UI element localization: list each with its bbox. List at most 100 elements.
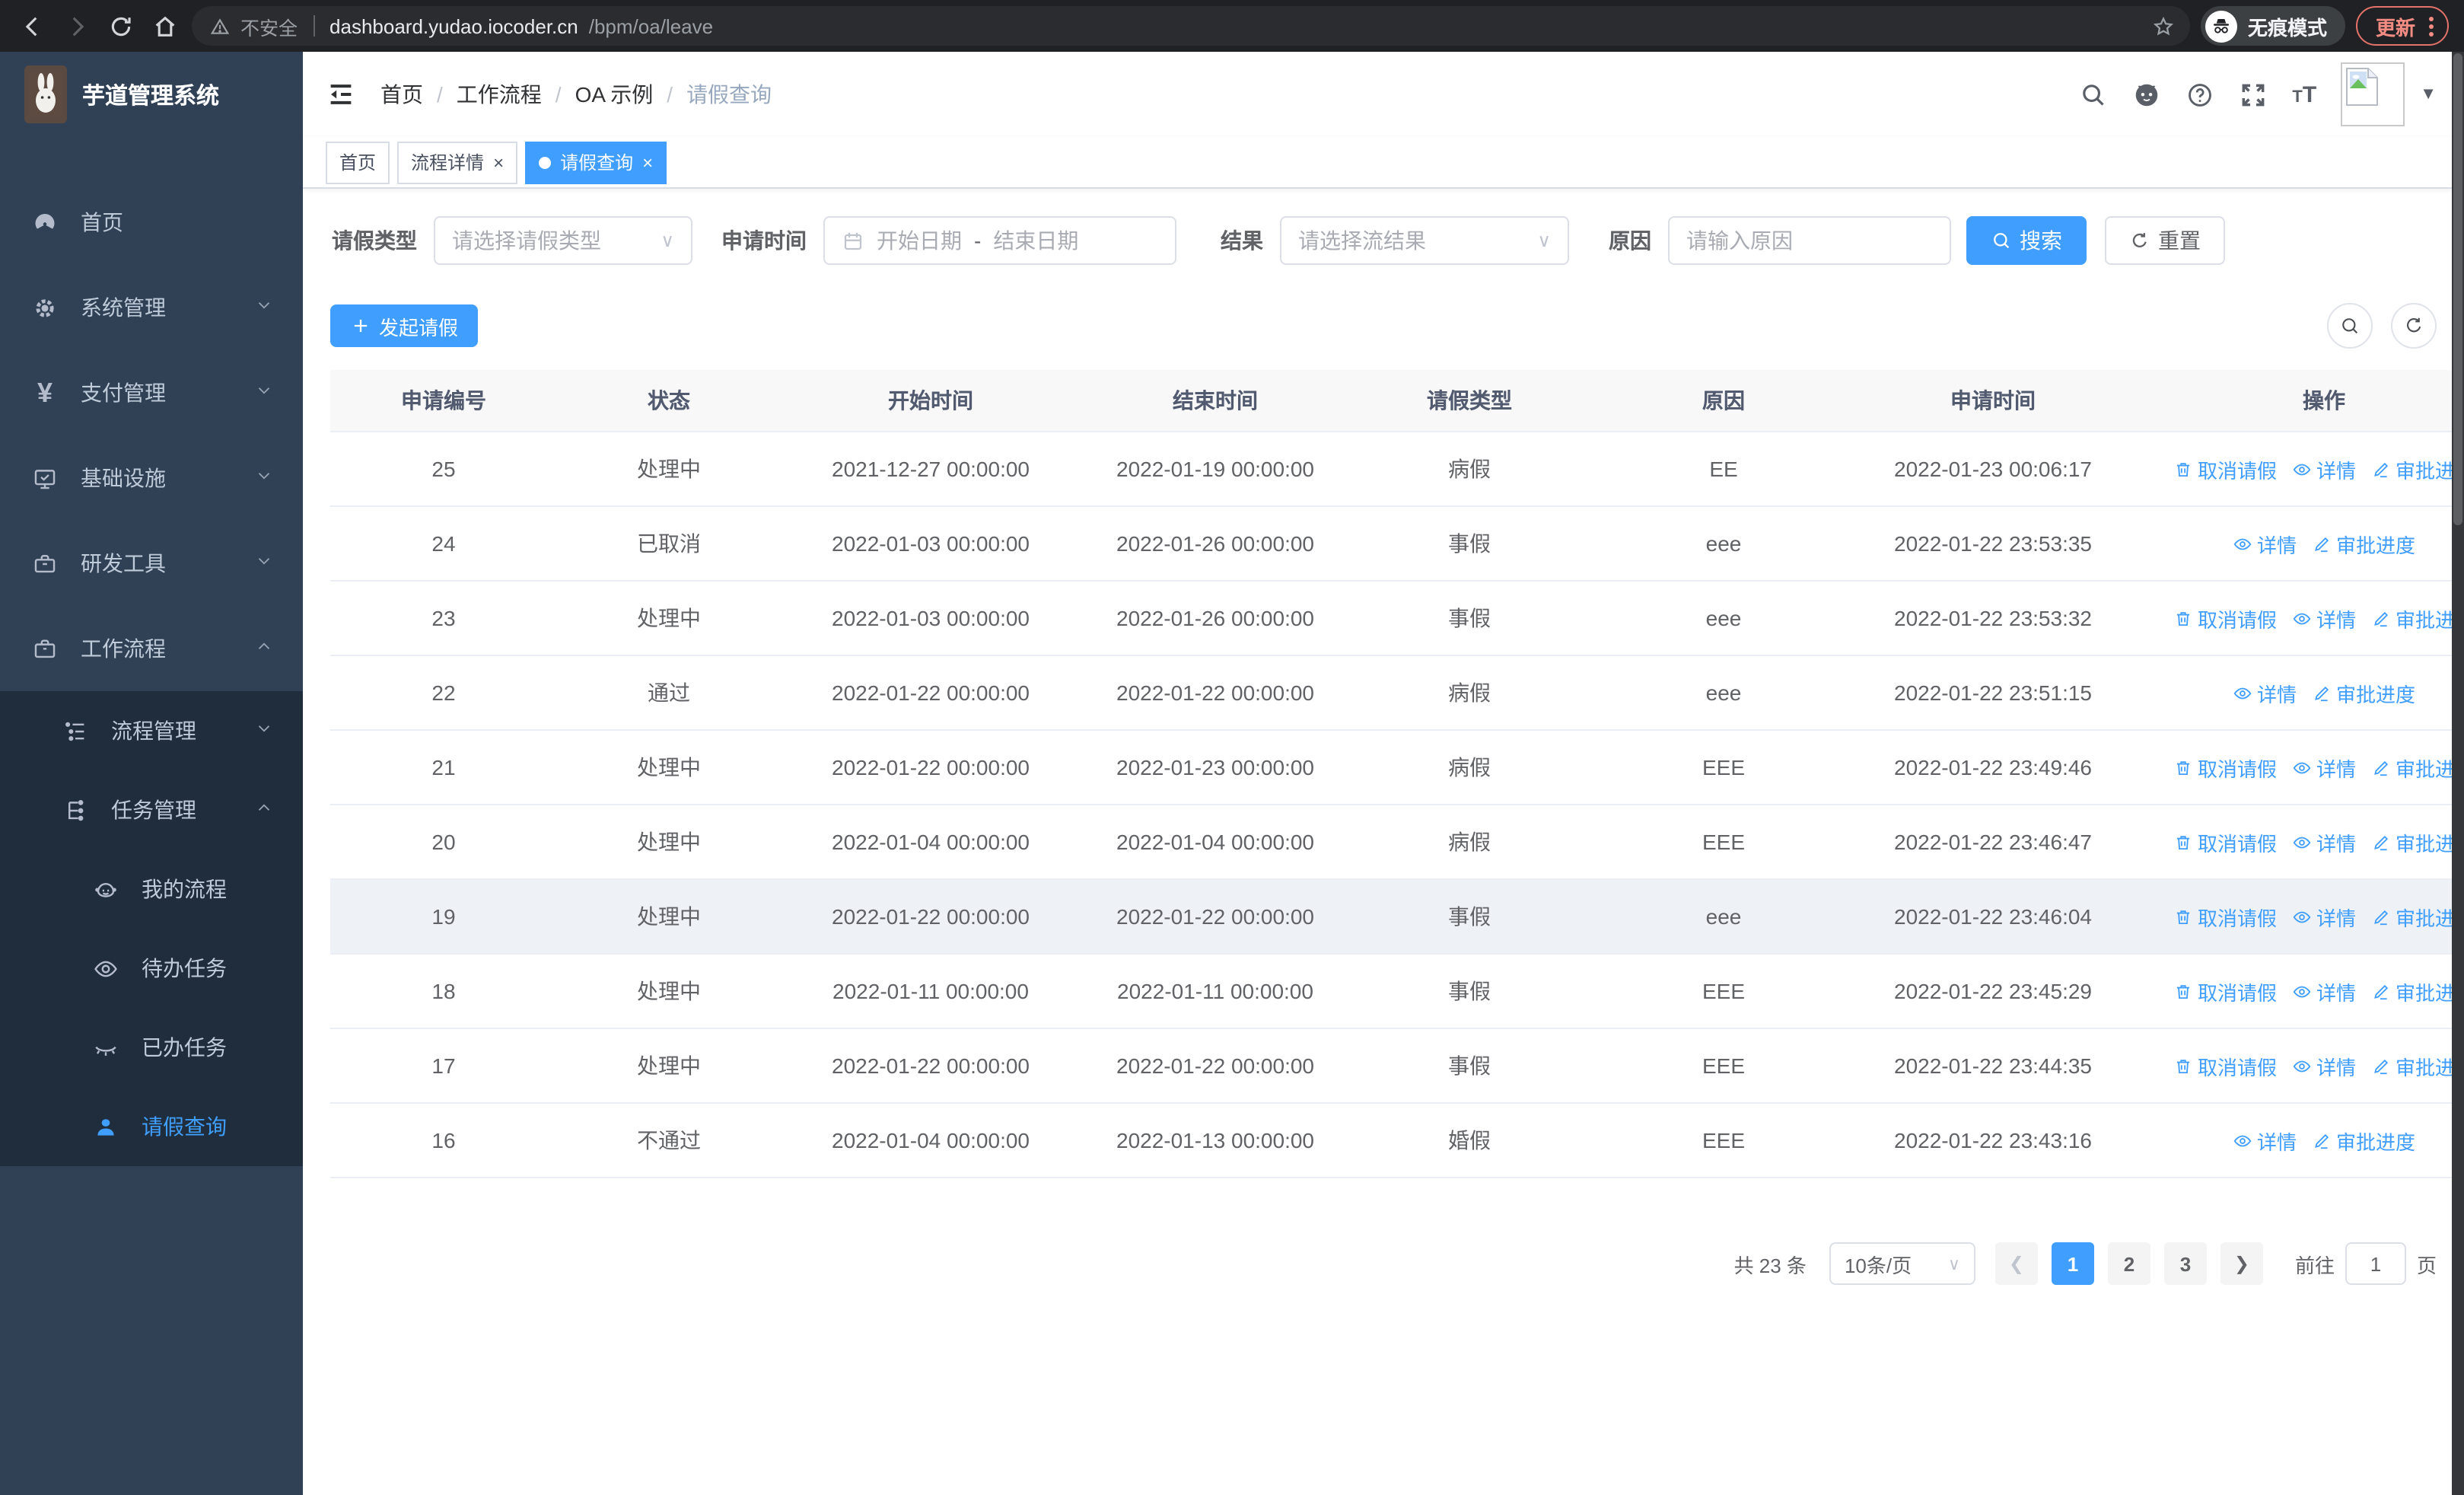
approval-progress-link[interactable]: 审批进度 [2371, 827, 2464, 856]
tab-流程详情[interactable]: 流程详情 × [397, 141, 518, 183]
warning-icon[interactable] [210, 16, 230, 36]
avatar[interactable] [2341, 62, 2405, 126]
forward-icon[interactable] [59, 9, 93, 43]
sidebar-item-system[interactable]: 系统管理 [0, 265, 303, 350]
github-icon[interactable] [2132, 80, 2161, 109]
sidebar-item-infra[interactable]: 基础设施 [0, 435, 303, 521]
detail-link[interactable]: 详情 [2233, 529, 2297, 558]
breadcrumb-item[interactable]: 首页 [380, 82, 423, 107]
approval-progress-link[interactable]: 审批进度 [2312, 529, 2415, 558]
cancel-leave-link[interactable]: 取消请假 [2173, 902, 2277, 931]
breadcrumb-item[interactable]: 工作流程 [456, 82, 542, 107]
sidebar-item-process-mgmt[interactable]: 流程管理 [0, 691, 303, 770]
scrollbar-thumb[interactable] [2453, 53, 2462, 525]
update-button[interactable]: 更新 [2355, 6, 2449, 46]
apply-time-range-input[interactable]: 开始日期 - 结束日期 [823, 216, 1176, 265]
browser-menu-icon[interactable] [2429, 16, 2434, 36]
cancel-leave-link[interactable]: 取消请假 [2173, 604, 2277, 633]
avatar-caret-icon[interactable]: ▼ [2420, 85, 2437, 104]
incognito-label: 无痕模式 [2247, 16, 2327, 39]
approval-progress-link[interactable]: 审批进度 [2371, 902, 2464, 931]
font-size-icon[interactable]: TT [2292, 81, 2317, 107]
sidebar-item-task-mgmt[interactable]: 任务管理 [0, 770, 303, 850]
approval-progress-link[interactable]: 审批进度 [2371, 977, 2464, 1006]
chevron-down-icon [254, 466, 274, 490]
chevron-down-icon: ∨ [661, 230, 674, 251]
home-icon[interactable] [148, 9, 181, 43]
detail-link[interactable]: 详情 [2292, 753, 2356, 782]
table-row: 20 处理中 2022-01-04 00:00:00 2022-01-04 00… [330, 805, 2464, 880]
approval-progress-link[interactable]: 审批进度 [2371, 753, 2464, 782]
leave-type-select[interactable]: 请选择请假类型 ∨ [434, 216, 692, 265]
dashboard-icon [32, 209, 58, 235]
toggle-search-button[interactable] [2327, 303, 2373, 349]
detail-link[interactable]: 详情 [2292, 977, 2356, 1006]
tab-首页[interactable]: 首页 [326, 141, 390, 183]
cancel-leave-link[interactable]: 取消请假 [2173, 753, 2277, 782]
url-bar[interactable]: 不安全 dashboard.yudao.iocoder.cn/bpm/oa/le… [192, 6, 2190, 46]
search-button[interactable]: 搜索 [1966, 216, 2087, 265]
sidebar-item-todo-tasks[interactable]: 待办任务 [0, 929, 303, 1008]
approval-progress-link[interactable]: 审批进度 [2371, 454, 2464, 483]
app-logo[interactable]: 芋道管理系统 [0, 52, 303, 137]
cancel-leave-link[interactable]: 取消请假 [2173, 1051, 2277, 1080]
reason-input[interactable] [1668, 216, 1951, 265]
next-page-button[interactable]: ❯ [2220, 1242, 2263, 1285]
page-button-3[interactable]: 3 [2163, 1242, 2207, 1285]
sidebar-item-payment[interactable]: ¥ 支付管理 [0, 350, 303, 435]
monitor-icon [32, 465, 58, 491]
detail-link[interactable]: 详情 [2292, 604, 2356, 633]
sidebar-item-done-tasks[interactable]: 已办任务 [0, 1008, 303, 1087]
reload-icon[interactable] [103, 9, 137, 43]
sidebar-item-leave-query[interactable]: 请假查询 [0, 1087, 303, 1166]
cell-reason: EEE [1589, 730, 1858, 805]
create-leave-button[interactable]: 发起请假 [330, 304, 479, 347]
page-button-1[interactable]: 1 [2051, 1242, 2094, 1285]
help-icon[interactable] [2185, 80, 2214, 109]
cell-actions: 取消请假详情审批进度 [2128, 1028, 2464, 1104]
cell-reason: eee [1589, 655, 1858, 731]
delete-icon [2173, 981, 2193, 1001]
close-icon[interactable]: × [493, 151, 505, 173]
sidebar-item-devtools[interactable]: 研发工具 [0, 521, 303, 606]
refresh-table-button[interactable] [2391, 303, 2437, 349]
sidebar-item-workflow[interactable]: 工作流程 [0, 606, 303, 691]
page-button-2[interactable]: 2 [2107, 1242, 2150, 1285]
page-size-select[interactable]: 10条/页 ∨ [1829, 1242, 1975, 1285]
apply-time-label: 申请时间 [721, 228, 807, 253]
scrollbar[interactable] [2452, 52, 2464, 1495]
prev-page-button[interactable]: ❮ [1994, 1242, 2038, 1285]
edit-icon [2371, 459, 2391, 479]
goto-page-input[interactable] [2345, 1242, 2406, 1285]
close-icon[interactable]: × [642, 151, 654, 173]
sidebar-item-label: 请假查询 [142, 1114, 227, 1139]
reset-button[interactable]: 重置 [2105, 216, 2225, 265]
sidebar-item-home[interactable]: 首页 [0, 180, 303, 265]
cell-status: 处理中 [557, 581, 781, 656]
sidebar-item-my-process[interactable]: 我的流程 [0, 850, 303, 929]
sidebar-collapse-icon[interactable] [326, 79, 356, 110]
cancel-leave-link[interactable]: 取消请假 [2173, 827, 2277, 856]
detail-link[interactable]: 详情 [2233, 678, 2297, 707]
fullscreen-icon[interactable] [2239, 80, 2268, 109]
result-select[interactable]: 请选择流结果 ∨ [1280, 216, 1569, 265]
back-icon[interactable] [15, 9, 49, 43]
detail-link[interactable]: 详情 [2292, 454, 2356, 483]
cell-reason: eee [1589, 506, 1858, 582]
tab-请假查询[interactable]: 请假查询 × [525, 141, 667, 183]
approval-progress-link[interactable]: 审批进度 [2312, 1126, 2415, 1155]
approval-progress-link[interactable]: 审批进度 [2371, 604, 2464, 633]
detail-link[interactable]: 详情 [2292, 1051, 2356, 1080]
breadcrumb-item[interactable]: OA 示例 [575, 82, 654, 107]
cell-end-time: 2022-01-26 00:00:00 [1081, 506, 1350, 582]
cancel-leave-link[interactable]: 取消请假 [2173, 454, 2277, 483]
approval-progress-link[interactable]: 审批进度 [2312, 678, 2415, 707]
detail-link[interactable]: 详情 [2292, 827, 2356, 856]
search-icon[interactable] [2079, 80, 2108, 109]
approval-progress-link[interactable]: 审批进度 [2371, 1051, 2464, 1080]
detail-link[interactable]: 详情 [2292, 902, 2356, 931]
cancel-leave-link[interactable]: 取消请假 [2173, 977, 2277, 1006]
detail-link[interactable]: 详情 [2233, 1126, 2297, 1155]
bookmark-star-icon[interactable] [2152, 14, 2175, 37]
